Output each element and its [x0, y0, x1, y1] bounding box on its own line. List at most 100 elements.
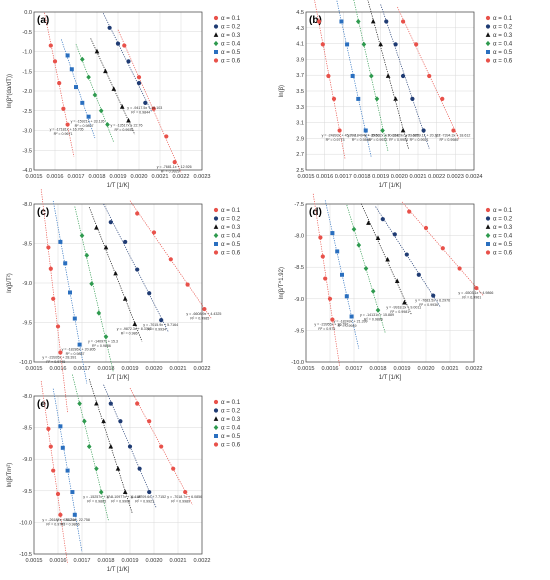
legend-label: α = 0.6 [221, 250, 241, 257]
data-point [457, 266, 462, 271]
legend-marker [213, 442, 219, 447]
data-point [58, 350, 63, 355]
trendline-r-squared: R² = 0.9773 [46, 522, 65, 526]
legend-label: α = 0.3 [221, 224, 241, 231]
data-point [46, 426, 51, 431]
trendline-equation: y = -14131x + 15.889 [360, 313, 394, 317]
y-tick-label: -9.0 [22, 281, 32, 287]
data-point [183, 489, 188, 495]
data-point [107, 25, 112, 30]
x-tick-label: 0.0021 [441, 366, 458, 372]
trendline-r-squared: R² = 0.975 [318, 327, 335, 331]
legend-label: α = 0.1 [493, 15, 513, 22]
legend-label: α = 0.1 [493, 207, 513, 214]
y-tick-label: -9.0 [22, 457, 32, 463]
data-point [65, 53, 70, 58]
y-tick-label: 2.5 [296, 168, 304, 174]
trendline-r-squared: R² = 0.9921 [410, 138, 429, 142]
data-point [356, 242, 362, 248]
data-point [440, 246, 445, 251]
data-point [82, 418, 87, 424]
legend-label: α = 0.2 [221, 24, 241, 31]
series-1 [117, 29, 182, 173]
x-tick-label: 0.0016 [49, 366, 66, 372]
data-point [363, 128, 368, 133]
data-point [380, 127, 385, 134]
data-point [400, 127, 406, 133]
series-5 [52, 200, 88, 384]
legend-marker [486, 50, 490, 54]
data-point [103, 244, 109, 250]
data-point [404, 252, 409, 257]
trendline-equation: y = -9918.3x + 9.0011 [386, 306, 421, 310]
data-point [185, 282, 190, 287]
x-tick-label: 0.0020 [417, 366, 434, 372]
data-point [370, 288, 376, 294]
data-point [68, 290, 72, 295]
data-point [122, 489, 128, 494]
data-point [65, 122, 70, 127]
y-tick-label: -10.0 [291, 360, 304, 366]
data-point [427, 73, 432, 79]
data-point [72, 512, 77, 517]
x-tick-label: 0.0016 [321, 366, 338, 372]
x-tick-label: 0.0018 [353, 174, 370, 180]
legend: α = 0.1 α = 0.2α = 0.3 α = 0.4α = 0.5 α = 0… [213, 15, 241, 65]
data-point [72, 316, 77, 321]
legend-label: α = 0.4 [221, 425, 241, 432]
trendline-equation: y = -17181x + 16.705 [50, 128, 84, 132]
trendline-r-squared: R² = 0.9981 [390, 310, 409, 314]
data-point [366, 220, 371, 225]
y-tick-label: 3.5 [296, 89, 304, 95]
y-tick-label: 3.3 [296, 105, 304, 111]
series-2 [380, 4, 430, 149]
y-axis-label: ln(β/T²) [7, 273, 13, 292]
data-point [384, 19, 389, 24]
trendline-equation: y = -24893x + 45.293 [322, 134, 356, 138]
legend-label: α = 0.3 [221, 32, 241, 39]
trendline [360, 203, 412, 316]
series-3 [88, 207, 143, 342]
data-point [136, 81, 142, 86]
trendline [117, 29, 182, 173]
data-point [414, 42, 419, 47]
y-axis-label: ln(β) [279, 85, 285, 97]
legend-label: α = 0.4 [221, 41, 241, 48]
data-point [331, 96, 337, 101]
trendline-equation: y = -14502x + 30.018 [365, 134, 399, 138]
y-tick-label: -9.5 [22, 489, 32, 495]
series-5 [324, 200, 360, 349]
trendline [40, 381, 68, 565]
data-point [77, 400, 82, 407]
trendline-equation: y = -10977x + 11.169 [107, 495, 141, 499]
x-axis-label: 1/T [1/K] [107, 375, 130, 381]
data-point [147, 489, 152, 495]
data-point [350, 73, 355, 78]
legend-label: α = 0.6 [221, 58, 241, 65]
y-tick-label: 4.5 [296, 10, 304, 16]
series-1 [129, 387, 193, 505]
legend-marker [214, 50, 218, 54]
trendline-equation: y = -12429x + 23.005 [385, 134, 419, 138]
series-5 [60, 39, 96, 139]
trendline-equation: y = -7018.7x + 6.0856 [167, 495, 202, 499]
y-tick-label: -1.5 [22, 69, 32, 75]
legend-marker [213, 250, 219, 255]
data-point [132, 321, 138, 326]
series-3 [367, 0, 410, 150]
plot-area-border [305, 11, 475, 171]
trendline-r-squared: R² = 0.9887 [66, 352, 85, 356]
trendline [40, 189, 68, 413]
trendline-equation: y = -9872.3x + 8.3763 [117, 327, 152, 331]
x-tick-label: 0.0017 [73, 558, 90, 564]
legend-marker [485, 250, 491, 255]
series-2 [103, 384, 157, 509]
y-tick-label: -8.0 [22, 394, 32, 400]
series-6 [40, 189, 68, 413]
data-point [327, 296, 333, 301]
trendline-r-squared: R² = 0.986 [121, 332, 138, 336]
data-point [423, 225, 429, 231]
data-point [52, 59, 58, 64]
data-point [96, 310, 102, 316]
